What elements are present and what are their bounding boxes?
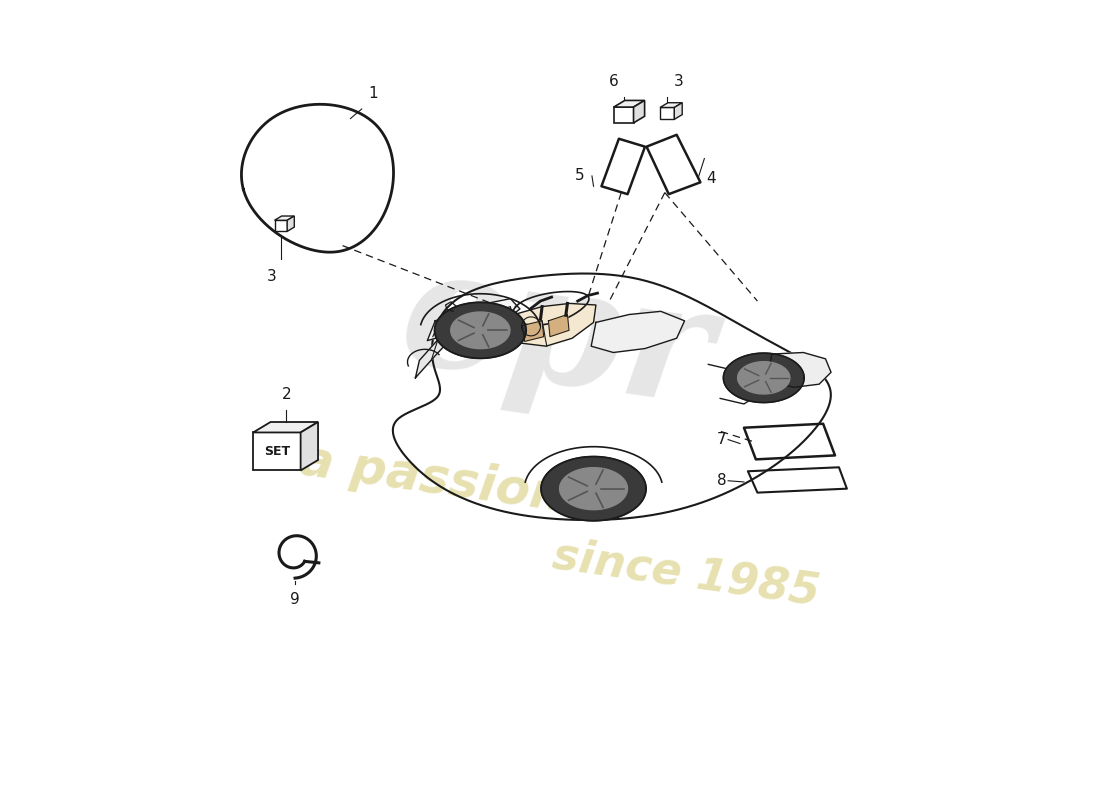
Polygon shape: [591, 311, 684, 353]
Polygon shape: [275, 220, 287, 231]
Polygon shape: [253, 433, 300, 470]
Polygon shape: [522, 321, 543, 342]
Text: 7: 7: [717, 432, 726, 447]
Text: 5: 5: [574, 169, 584, 183]
Polygon shape: [427, 298, 520, 341]
Polygon shape: [768, 353, 830, 387]
Text: 2: 2: [283, 387, 292, 402]
Polygon shape: [738, 362, 790, 394]
Text: 4: 4: [706, 171, 716, 186]
Polygon shape: [300, 422, 318, 470]
Text: 3: 3: [674, 74, 684, 89]
Text: epr: epr: [392, 235, 722, 438]
Text: a passion: a passion: [297, 437, 568, 522]
Text: since 1985: since 1985: [550, 534, 823, 614]
Polygon shape: [660, 107, 674, 119]
Polygon shape: [541, 457, 646, 521]
Polygon shape: [253, 422, 318, 433]
Polygon shape: [275, 216, 295, 220]
Polygon shape: [560, 468, 627, 510]
Text: 8: 8: [717, 474, 726, 488]
Text: 9: 9: [290, 591, 300, 606]
Polygon shape: [549, 314, 569, 337]
Polygon shape: [451, 312, 510, 349]
Polygon shape: [614, 107, 634, 123]
Polygon shape: [614, 101, 645, 107]
Polygon shape: [660, 102, 682, 107]
Polygon shape: [724, 353, 804, 402]
Polygon shape: [455, 306, 512, 335]
Polygon shape: [416, 338, 447, 378]
Polygon shape: [434, 302, 526, 358]
Text: 3: 3: [266, 270, 276, 284]
Text: 6: 6: [608, 74, 618, 89]
Text: 1: 1: [367, 86, 377, 101]
Polygon shape: [634, 101, 645, 123]
Polygon shape: [674, 102, 682, 119]
Polygon shape: [287, 216, 295, 231]
Text: SET: SET: [264, 445, 290, 458]
Polygon shape: [510, 303, 596, 346]
